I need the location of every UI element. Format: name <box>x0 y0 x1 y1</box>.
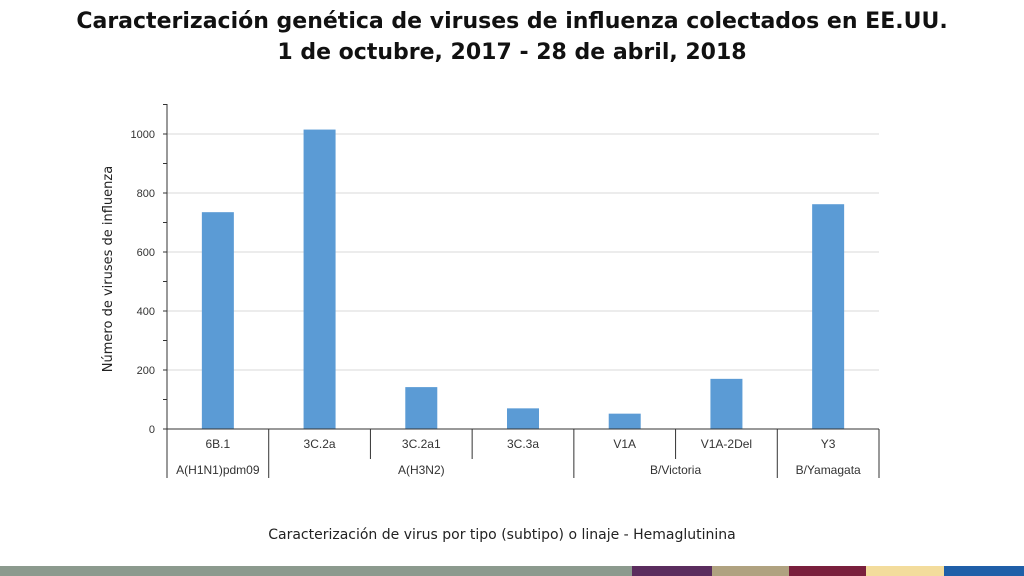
bar-V1A-2Del <box>710 378 743 429</box>
bar-6B.1 <box>201 212 234 429</box>
x-tick-label: V1A <box>613 437 636 451</box>
y-axis-label: Número de viruses de influenza <box>101 166 116 372</box>
group-label: A(H1N1)pdm09 <box>176 463 260 477</box>
footer-color-segment <box>866 566 944 576</box>
x-tick-label: 3C.2a1 <box>402 437 441 451</box>
footer-color-segment <box>0 566 632 576</box>
x-tick-label: 3C.3a <box>507 437 539 451</box>
footer-color-segment <box>712 566 789 576</box>
bar-3C.3a <box>507 408 539 429</box>
y-tick-label: 600 <box>137 247 155 259</box>
chart-title-line1: Caracterización genética de viruses de i… <box>76 9 948 34</box>
x-tick-label: V1A-2Del <box>701 437 752 451</box>
bar-Y3 <box>812 204 845 429</box>
chart-title-line2: 1 de octubre, 2017 - 28 de abril, 2018 <box>277 40 747 65</box>
group-label: B/Victoria <box>650 463 701 477</box>
bar-3C.2a <box>303 129 336 429</box>
y-tick-label: 400 <box>137 306 155 318</box>
group-label: A(H3N2) <box>398 463 445 477</box>
y-tick-label: 800 <box>137 188 155 200</box>
chart-title: Caracterización genética de viruses de i… <box>0 6 1024 68</box>
x-tick-label: 3C.2a <box>304 437 336 451</box>
group-label: B/Yamagata <box>796 463 861 477</box>
x-axis-caption: Caracterización de virus por tipo (subti… <box>268 527 736 543</box>
footer-color-segment <box>944 566 1024 576</box>
x-tick-label: Y3 <box>821 437 836 451</box>
x-tick-label: 6B.1 <box>206 437 231 451</box>
bar-3C.2a1 <box>405 387 438 429</box>
y-tick-label: 200 <box>137 365 155 377</box>
y-tick-label: 0 <box>149 424 155 436</box>
footer-color-strip <box>0 566 1024 576</box>
y-tick-label: 1000 <box>131 129 155 141</box>
footer-color-segment <box>789 566 866 576</box>
bar-V1A <box>608 413 641 429</box>
footer-color-segment <box>632 566 712 576</box>
